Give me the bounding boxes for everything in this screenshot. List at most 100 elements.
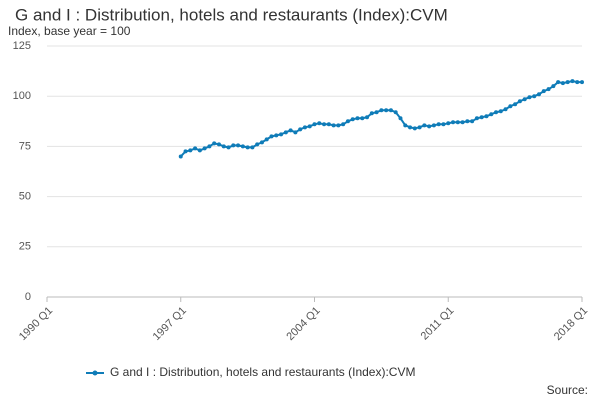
point bbox=[207, 144, 212, 149]
point bbox=[374, 110, 379, 115]
point bbox=[556, 80, 561, 85]
point bbox=[345, 119, 350, 124]
point bbox=[236, 143, 241, 148]
x-tick-label: 2011 Q1 bbox=[419, 305, 457, 343]
point bbox=[551, 84, 556, 89]
point bbox=[441, 122, 446, 127]
series-line bbox=[180, 80, 582, 158]
point bbox=[288, 128, 293, 133]
point bbox=[513, 102, 518, 107]
point bbox=[355, 116, 360, 121]
point bbox=[388, 108, 393, 113]
point bbox=[350, 117, 355, 122]
point bbox=[336, 123, 341, 128]
x-tick-label: 2004 Q1 bbox=[284, 305, 322, 343]
point bbox=[269, 134, 274, 139]
point bbox=[494, 110, 499, 115]
point bbox=[341, 122, 346, 127]
point bbox=[250, 145, 255, 150]
point bbox=[470, 119, 475, 124]
x-tick-label: 2018 Q1 bbox=[552, 305, 590, 343]
point bbox=[503, 107, 508, 112]
point bbox=[517, 99, 522, 104]
point bbox=[302, 125, 307, 130]
point bbox=[474, 116, 479, 121]
point bbox=[279, 132, 284, 137]
point bbox=[575, 80, 580, 85]
point bbox=[216, 142, 221, 147]
point bbox=[489, 112, 494, 117]
legend-label: G and I : Distribution, hotels and resta… bbox=[110, 365, 415, 379]
point bbox=[317, 121, 322, 126]
point bbox=[202, 146, 207, 151]
y-tick-label: 125 bbox=[13, 40, 31, 52]
y-tick-label: 0 bbox=[25, 291, 31, 303]
point bbox=[403, 123, 408, 128]
point bbox=[408, 125, 413, 130]
point bbox=[231, 143, 236, 148]
point bbox=[183, 149, 188, 154]
point bbox=[541, 89, 546, 94]
point bbox=[465, 119, 470, 124]
point bbox=[479, 115, 484, 120]
point bbox=[570, 79, 575, 84]
point bbox=[580, 80, 584, 85]
y-tick-label: 75 bbox=[19, 140, 31, 152]
point bbox=[427, 124, 432, 129]
point bbox=[451, 120, 456, 125]
point bbox=[331, 123, 336, 128]
point bbox=[326, 122, 331, 127]
point bbox=[522, 97, 527, 102]
point bbox=[546, 87, 551, 92]
point bbox=[398, 116, 403, 121]
point bbox=[498, 109, 503, 114]
point bbox=[379, 108, 384, 113]
point bbox=[532, 94, 537, 99]
source: Source: bbox=[547, 383, 588, 397]
x-tick-label: 1990 Q1 bbox=[17, 305, 55, 343]
point bbox=[393, 110, 398, 115]
point bbox=[240, 144, 245, 149]
point bbox=[422, 123, 427, 128]
point bbox=[508, 104, 513, 109]
point bbox=[560, 81, 565, 86]
point bbox=[565, 80, 570, 85]
point bbox=[264, 137, 269, 142]
x-tick-label: 1997 Q1 bbox=[151, 305, 189, 343]
point bbox=[274, 133, 279, 138]
legend-marker bbox=[92, 370, 98, 376]
point bbox=[259, 140, 264, 145]
point bbox=[221, 144, 226, 149]
point bbox=[212, 141, 217, 146]
point bbox=[283, 130, 288, 135]
point bbox=[460, 120, 465, 125]
point bbox=[188, 148, 193, 153]
point bbox=[455, 120, 460, 125]
point bbox=[307, 124, 312, 129]
point bbox=[384, 108, 389, 113]
point bbox=[312, 122, 317, 127]
y-tick-label: 25 bbox=[19, 241, 31, 253]
point bbox=[293, 130, 298, 135]
point bbox=[431, 123, 436, 128]
point bbox=[365, 115, 370, 120]
chart-subtitle: Index, base year = 100 bbox=[8, 24, 131, 38]
point bbox=[436, 122, 441, 127]
point bbox=[226, 145, 231, 150]
chart-title: G and I : Distribution, hotels and resta… bbox=[15, 5, 448, 24]
point bbox=[369, 111, 374, 116]
point bbox=[484, 114, 489, 119]
point bbox=[537, 92, 542, 97]
point bbox=[178, 154, 183, 159]
point bbox=[193, 146, 198, 151]
point bbox=[527, 95, 532, 100]
point bbox=[322, 122, 327, 127]
point bbox=[412, 126, 417, 131]
y-tick-label: 100 bbox=[13, 90, 31, 102]
point bbox=[245, 145, 250, 150]
point bbox=[417, 125, 422, 130]
point bbox=[197, 148, 202, 153]
point bbox=[298, 127, 303, 132]
point bbox=[255, 142, 260, 147]
